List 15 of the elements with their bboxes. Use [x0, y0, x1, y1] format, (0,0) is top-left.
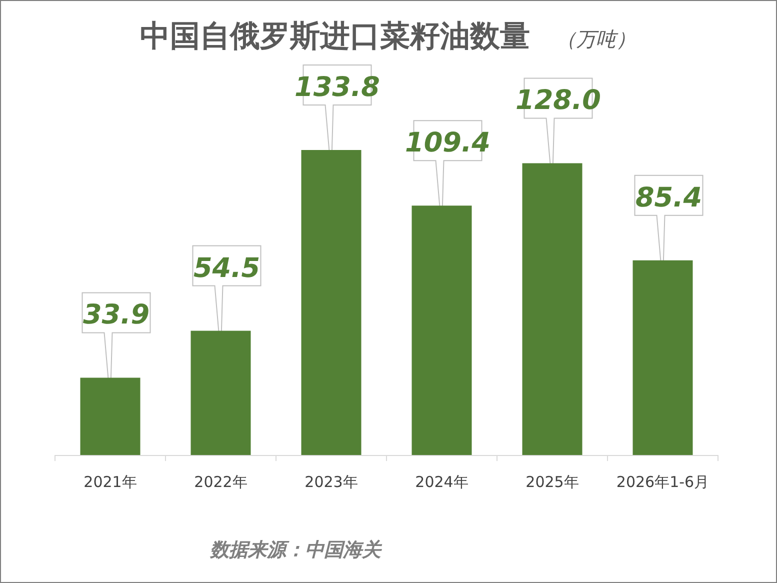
- x-tick-label: 2026年1-6月: [616, 473, 710, 491]
- x-tick-label: 2021年: [84, 473, 137, 491]
- data-label: 33.9: [82, 300, 150, 331]
- chart-title: 中国自俄罗斯进口菜籽油数量: [140, 19, 530, 54]
- data-label: 133.8: [294, 72, 380, 103]
- x-tick-label: 2022年: [194, 473, 248, 491]
- x-tick-label: 2025年: [526, 473, 579, 491]
- data-label: 109.4: [405, 128, 490, 159]
- x-tick-label: 2023年: [304, 473, 358, 491]
- x-tick-label: 2024年: [415, 473, 468, 491]
- data-label: 85.4: [635, 182, 702, 214]
- chart-subtitle: （万吨）: [556, 27, 636, 51]
- data-label: 54.5: [193, 252, 260, 284]
- source-note: 数据来源：中国海关: [209, 539, 383, 561]
- data-label: 128.0: [516, 85, 601, 116]
